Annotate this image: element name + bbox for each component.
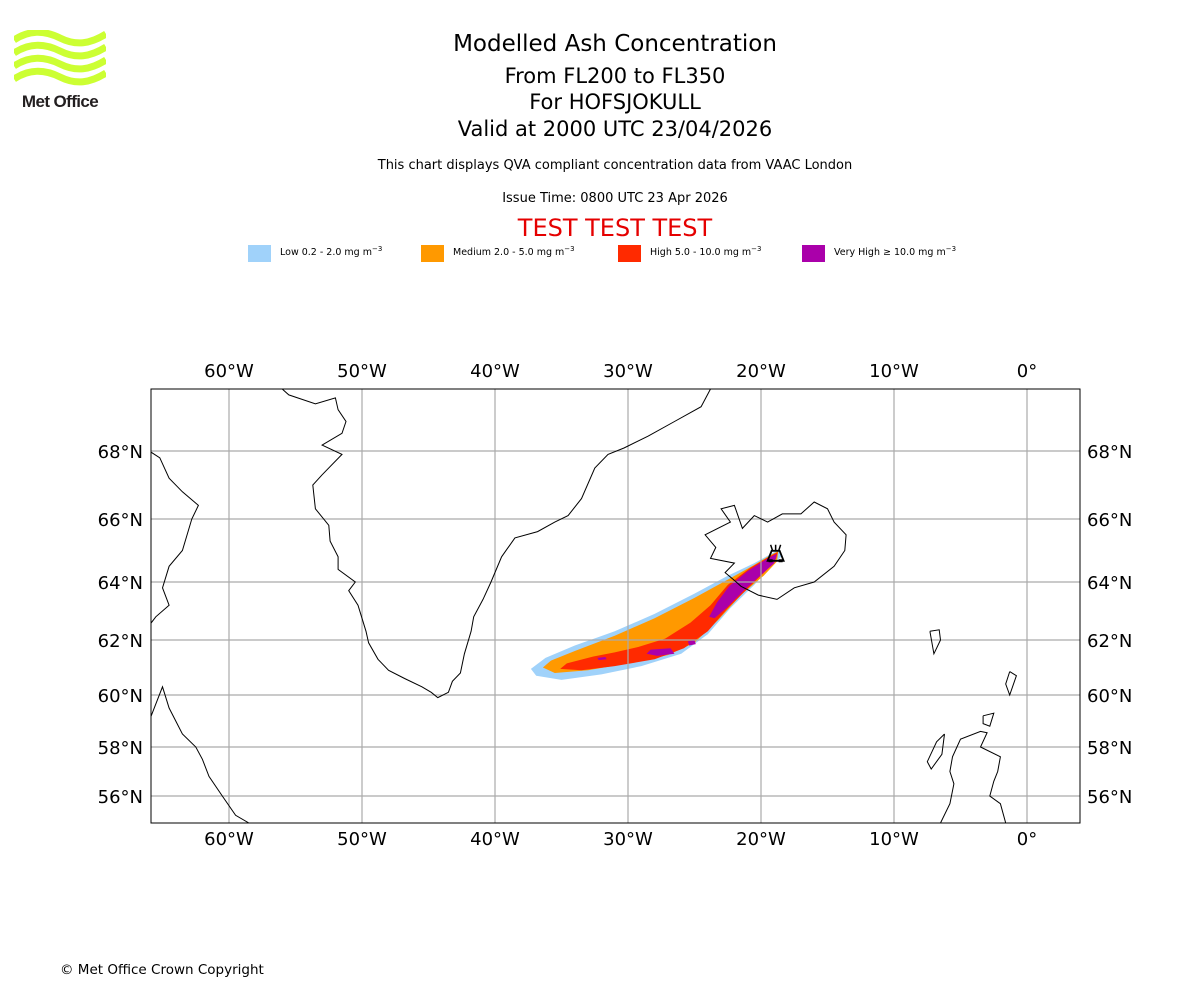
graticule [151,389,1080,823]
lat-label-left: 56°N [98,787,143,808]
lat-label-left: 68°N [98,442,143,463]
coastlines [151,389,1018,823]
chart-title: Modelled Ash Concentration [453,31,777,57]
lon-label-top: 10°W [869,361,919,382]
lon-label-top: 50°W [337,361,387,382]
lat-label-left: 62°N [98,631,143,652]
logo-wave [12,41,108,60]
test-banner: TEST TEST TEST [517,214,713,242]
volcano-icon [766,544,785,563]
lat-label-right: 68°N [1087,442,1132,463]
logo-wave [12,67,108,86]
met-office-logo: Met Office [12,28,108,112]
lon-label-top: 40°W [470,361,520,382]
lat-label-left: 58°N [98,738,143,759]
legend-label-low: Low 0.2 - 2.0 mg m−3 [280,245,383,259]
logo-wave [12,54,108,73]
legend-label-very-high: Very High ≥ 10.0 mg m−3 [834,245,957,259]
legend-label-high: High 5.0 - 10.0 mg m−3 [650,245,762,259]
map-frame [150,388,1081,824]
lon-label-bottom: 60°W [204,829,254,850]
coastline-greenland-west [281,389,711,699]
lon-label-top: 60°W [204,361,254,382]
copyright: © Met Office Crown Copyright [60,962,264,978]
legend-swatch-high [618,245,641,262]
coastline-hebrides [926,733,945,770]
ash-area-very-high [687,640,696,646]
coastline-faroe-islands [929,629,942,656]
ash-area-very-high [597,657,607,661]
lon-label-bottom: 30°W [603,829,653,850]
chart-description: This chart displays QVA compliant concen… [377,158,853,173]
logo-wave [12,28,108,47]
lon-label-bottom: 10°W [869,829,919,850]
legend-swatch-medium [421,245,444,262]
ash-area-very-high [709,553,777,619]
ash-area-very-high [646,648,675,656]
valid-time: Valid at 2000 UTC 23/04/2026 [457,117,773,141]
lon-label-top: 30°W [603,361,653,382]
coastline-scotland [940,730,1007,823]
ash-area-high [560,552,778,671]
lat-label-right: 62°N [1087,631,1132,652]
lon-label-bottom: 50°W [337,829,387,850]
lat-label-left: 64°N [98,573,143,594]
legend-swatch-very-high [802,245,825,262]
volcano-marker [766,544,785,563]
ash-plume [530,548,781,680]
lat-label-right: 60°N [1087,686,1132,707]
met-office-waves-icon [12,28,108,86]
coastline-iceland [704,501,847,600]
lat-label-right: 56°N [1087,787,1132,808]
lat-label-left: 60°N [98,686,143,707]
logo-text: Met Office [21,92,99,111]
lon-label-top: 20°W [736,361,786,382]
lon-label-bottom: 0° [1017,829,1037,850]
coastline-shetland [1005,671,1018,697]
lon-label-bottom: 40°W [470,829,520,850]
lat-label-right: 58°N [1087,738,1132,759]
axis-labels: 60°W 60°W 50°W 50°W 40°W 40°W 30°W 30°W 20°W 20°W… [98,361,1133,850]
lat-label-right: 66°N [1087,510,1132,531]
issue-time: Issue Time: 0800 UTC 23 Apr 2026 [502,191,728,206]
lon-label-top: 0° [1017,361,1037,382]
lon-label-bottom: 20°W [736,829,786,850]
lat-label-right: 64°N [1087,573,1132,594]
ash-area-medium [542,551,779,673]
flight-levels: From FL200 to FL350 [504,64,726,88]
coastline-labrador [151,685,250,823]
legend-label-medium: Medium 2.0 - 5.0 mg m−3 [453,245,575,259]
volcano-name: For HOFSJOKULL [529,90,701,114]
lat-label-left: 66°N [98,510,143,531]
coastline-baffin-island [151,451,200,624]
legend-swatch-low [248,245,271,262]
coastline-orkney [982,712,995,727]
